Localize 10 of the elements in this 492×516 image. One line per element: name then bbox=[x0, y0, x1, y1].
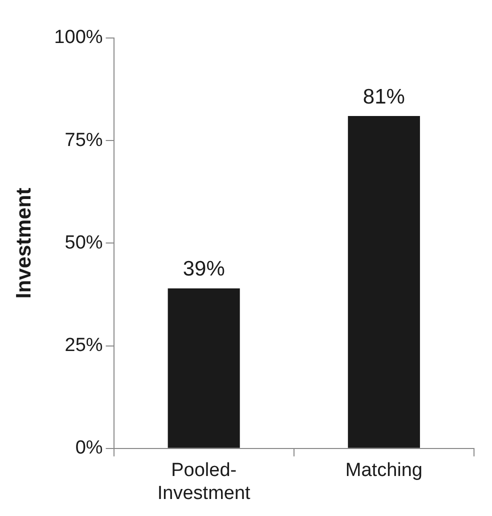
y-tick-label: 0% bbox=[75, 438, 103, 459]
y-tick-label: 50% bbox=[64, 232, 103, 254]
y-tick-label: 75% bbox=[64, 130, 103, 151]
y-tick-label: 25% bbox=[64, 335, 103, 356]
x-tick-label: Matching bbox=[345, 460, 423, 482]
data-label: 39% bbox=[182, 258, 225, 281]
x-tick-label: Pooled-Investment bbox=[157, 460, 252, 504]
data-label: 81% bbox=[362, 85, 405, 108]
y-tick-label: 100% bbox=[54, 27, 103, 48]
y-axis-title: Investment bbox=[12, 188, 36, 299]
